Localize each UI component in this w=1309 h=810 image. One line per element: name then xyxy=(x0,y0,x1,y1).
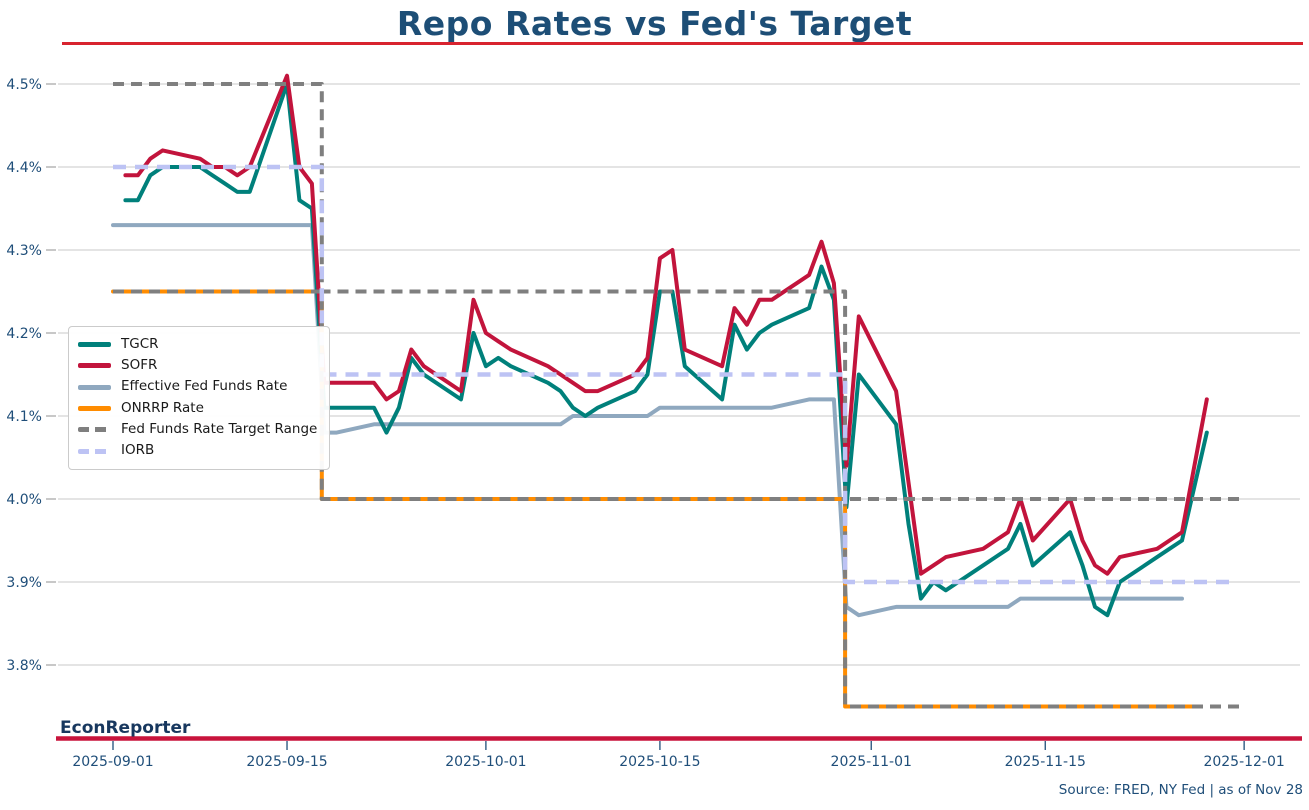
title-rule xyxy=(62,42,1303,45)
series-line-target-upper xyxy=(113,82,1241,501)
legend: TGCR SOFR Effective Fed Funds Rate ONRRP Ra… xyxy=(68,326,331,470)
series-line-tgcr xyxy=(123,82,1209,618)
legend-swatch xyxy=(78,384,111,390)
x-tick-label: 2025-11-15 xyxy=(1005,754,1086,770)
legend-item-onrrp-rate: ONRRP Rate xyxy=(78,398,317,419)
y-tick-label: 4.5% xyxy=(6,77,42,93)
legend-label: IORB xyxy=(121,442,155,459)
legend-swatch xyxy=(78,406,111,412)
brand-watermark: EconReporter xyxy=(60,718,191,738)
legend-swatch xyxy=(78,342,111,348)
series-line-effr xyxy=(111,223,1184,618)
legend-swatch xyxy=(78,427,111,433)
y-tick-label: 4.2% xyxy=(6,326,42,342)
legend-item-fed-funds-rate-target-range: Fed Funds Rate Target Range xyxy=(78,419,317,440)
x-tick-label: 2025-11-01 xyxy=(831,754,912,770)
series-line-target-lower xyxy=(113,289,1241,709)
y-tick-label: 4.0% xyxy=(6,492,42,508)
y-tick-label: 4.4% xyxy=(6,160,42,176)
x-tick-label: 2025-12-01 xyxy=(1203,754,1284,770)
legend-label: ONRRP Rate xyxy=(121,399,204,416)
legend-label: TGCR xyxy=(121,335,159,352)
legend-label: SOFR xyxy=(121,357,158,374)
x-tick-label: 2025-09-15 xyxy=(246,754,327,770)
legend-label: Fed Funds Rate Target Range xyxy=(121,421,318,438)
y-tick-label: 4.3% xyxy=(6,243,42,259)
legend-item-sofr: SOFR xyxy=(78,355,317,376)
x-tick-label: 2025-10-01 xyxy=(445,754,526,770)
y-tick-label: 3.9% xyxy=(6,575,42,591)
legend-item-effective-fed-funds-rate: Effective Fed Funds Rate xyxy=(78,377,317,398)
legend-swatch xyxy=(78,363,111,369)
legend-item-tgcr: TGCR xyxy=(78,334,317,355)
x-tick-label: 2025-09-01 xyxy=(72,754,153,770)
legend-swatch xyxy=(78,448,111,454)
legend-item-iorb: IORB xyxy=(78,440,317,461)
series-line-iorb xyxy=(113,164,1238,585)
y-tick-label: 4.1% xyxy=(6,409,42,425)
legend-label: Effective Fed Funds Rate xyxy=(121,378,288,395)
page-title: Repo Rates vs Fed's Target xyxy=(396,4,913,43)
x-tick-label: 2025-10-15 xyxy=(619,754,700,770)
series-line-onrrp xyxy=(111,289,1197,709)
series-line-sofr xyxy=(123,73,1209,576)
y-tick-label: 3.8% xyxy=(6,658,42,674)
source-note: Source: FRED, NY Fed | as of Nov 28 xyxy=(1058,782,1303,798)
